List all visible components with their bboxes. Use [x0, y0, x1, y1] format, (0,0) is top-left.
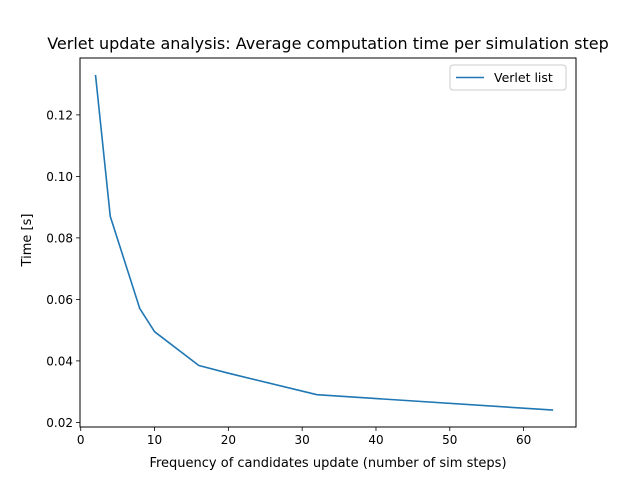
legend: Verlet list — [449, 64, 567, 91]
legend-box — [449, 64, 567, 91]
y-tick-label: 0.10 — [46, 170, 73, 184]
y-tick-label: 0.12 — [46, 108, 73, 122]
x-tick-label: 0 — [77, 433, 85, 447]
y-axis-label: Time [s] — [20, 214, 35, 268]
x-tick-label: 60 — [516, 433, 531, 447]
y-tick-label: 0.06 — [46, 293, 73, 307]
x-tick-label: 20 — [221, 433, 236, 447]
chart-title: Verlet update analysis: Average computat… — [47, 34, 609, 53]
x-tick-label: 30 — [295, 433, 310, 447]
y-tick-label: 0.08 — [46, 231, 73, 245]
series-line-0 — [94, 74, 554, 411]
legend-label: Verlet list — [494, 70, 553, 85]
x-tick-label: 50 — [442, 433, 457, 447]
x-axis-label: Frequency of candidates update (number o… — [149, 456, 506, 471]
plot-frame — [79, 57, 577, 428]
x-tick-label: 40 — [368, 433, 383, 447]
y-tick-label: 0.02 — [46, 416, 73, 430]
y-tick-label: 0.04 — [46, 354, 73, 368]
plot-area: 0 10 20 30 40 50 60 0.02 0.04 0.06 0.08 0.10 0.12 Ver… — [46, 57, 577, 447]
x-tick-label: 10 — [147, 433, 162, 447]
